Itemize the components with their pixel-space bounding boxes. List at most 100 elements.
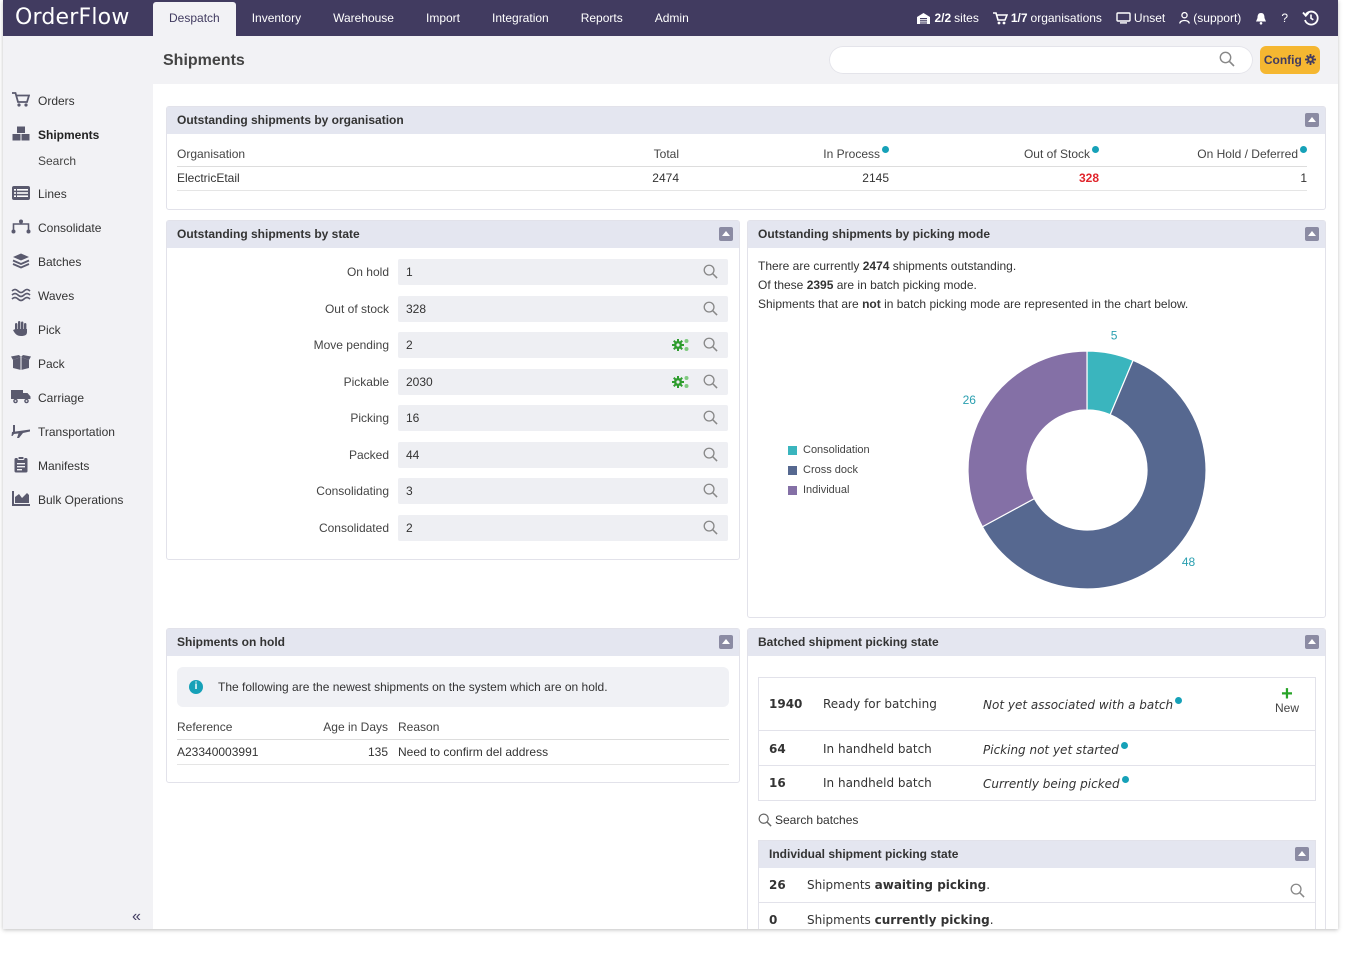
batch-row[interactable]: 64 In handheld batch Picking not yet sta…: [759, 731, 1315, 766]
state-value: 2: [406, 520, 413, 535]
org-panel: Outstanding shipments by organisation Or…: [166, 106, 1326, 210]
config-button[interactable]: Config: [1260, 46, 1320, 74]
sidebar-item-manifests[interactable]: Manifests: [11, 455, 89, 477]
sidebar-item-orders[interactable]: Orders: [11, 90, 75, 112]
sidebar-item-label: Carriage: [38, 391, 85, 405]
shipment-reference[interactable]: A23340003991: [177, 739, 297, 765]
sidebar-item-pack[interactable]: Pack: [11, 353, 65, 375]
collapse-panel-button[interactable]: [1305, 113, 1319, 127]
nav-despatch[interactable]: Despatch: [153, 2, 236, 36]
sidebar-item-batches[interactable]: Batches: [11, 251, 81, 273]
collapse-sidebar-button[interactable]: «: [132, 908, 141, 925]
notifications-button[interactable]: [1255, 12, 1267, 25]
state-label: Packed: [348, 447, 389, 462]
search-icon[interactable]: [1290, 883, 1305, 898]
batch-state: In handheld batch: [823, 742, 932, 756]
picking-batch-line: Of these 2395 are in batch picking mode.: [758, 278, 977, 292]
search-input[interactable]: [829, 46, 1253, 74]
list-icon: [11, 185, 31, 203]
app-logo[interactable]: OrderFlow: [15, 5, 130, 30]
organisations-selector[interactable]: 1/7 organisations: [992, 11, 1102, 25]
sidebar-item-carriage[interactable]: Carriage: [11, 387, 84, 409]
sidebar-item-consolidate[interactable]: Consolidate: [11, 217, 101, 239]
state-label: Out of stock: [324, 301, 389, 316]
sidebar-item-shipments[interactable]: Shipments: [11, 124, 99, 146]
batch-row[interactable]: 1940 Ready for batching Not yet associat…: [759, 678, 1315, 731]
info-icon[interactable]: [1120, 742, 1128, 749]
item-count: 0: [769, 913, 778, 927]
search-batches-link[interactable]: Search batches: [758, 813, 858, 827]
app-window: OrderFlow Despatch Inventory Warehouse I…: [3, 0, 1338, 929]
info-icon[interactable]: [1121, 776, 1129, 783]
panel-header: Outstanding shipments by organisation: [167, 107, 1325, 134]
state-row: Out of stock 328: [167, 295, 739, 323]
search-icon[interactable]: [703, 520, 718, 535]
nav-admin[interactable]: Admin: [654, 11, 689, 25]
search-icon[interactable]: [703, 374, 718, 389]
collapse-panel-button[interactable]: [1295, 847, 1309, 861]
page-title: Shipments: [163, 52, 245, 69]
gears-icon[interactable]: [672, 337, 690, 353]
sidebar-item-label: Pack: [38, 357, 65, 371]
search-icon[interactable]: [703, 301, 718, 316]
table-row[interactable]: ElectricEtail 2474 2145 328 1: [177, 166, 1307, 191]
donut-slice-individual[interactable]: [967, 350, 1088, 528]
column-header: Out of Stock: [889, 142, 1099, 167]
sidebar: Orders Shipments Search Lines Consolidat…: [3, 36, 153, 929]
legend-item[interactable]: Consolidation: [788, 444, 870, 456]
orgs-label: organisations: [1030, 11, 1102, 25]
refresh-button[interactable]: [1302, 9, 1320, 27]
nav-integration[interactable]: Integration: [492, 11, 549, 25]
sidebar-sub-search[interactable]: Search: [38, 154, 77, 168]
merge-icon: [11, 219, 31, 237]
gears-icon[interactable]: [672, 374, 690, 390]
nav-reports[interactable]: Reports: [580, 11, 623, 25]
org-out-of-stock[interactable]: 328: [889, 166, 1099, 191]
collapse-panel-button[interactable]: [719, 227, 733, 241]
nav-import[interactable]: Import: [425, 11, 460, 25]
collapse-panel-button[interactable]: [719, 635, 733, 649]
search-icon[interactable]: [703, 447, 718, 462]
info-icon[interactable]: [1300, 146, 1307, 154]
search-icon[interactable]: [703, 410, 718, 425]
collapse-panel-button[interactable]: [1305, 635, 1319, 649]
info-icon[interactable]: [882, 146, 889, 154]
sidebar-item-bulk-operations[interactable]: Bulk Operations: [11, 489, 123, 511]
sidebar-item-label: Bulk Operations: [38, 493, 124, 507]
legend-item[interactable]: Individual: [788, 484, 849, 496]
new-label: New: [1274, 701, 1299, 715]
list-item[interactable]: 26 Shipments awaiting picking.: [759, 868, 1315, 903]
search-icon[interactable]: [703, 337, 718, 352]
config-label: Config: [1263, 53, 1302, 67]
state-value-field: 2: [398, 332, 728, 358]
batch-row[interactable]: 16 In handheld batch Currently being pic…: [759, 766, 1315, 800]
legend-swatch: [788, 465, 797, 475]
sidebar-item-lines[interactable]: Lines: [11, 183, 67, 205]
search-icon[interactable]: [703, 264, 718, 279]
sidebar-item-transportation[interactable]: Transportation: [11, 421, 115, 443]
table-row[interactable]: A23340003991 135 Need to confirm del add…: [177, 739, 729, 765]
info-icon[interactable]: [1092, 146, 1099, 154]
outstanding-count: 2474: [862, 259, 890, 273]
nav-inventory[interactable]: Inventory: [251, 11, 302, 25]
donut-slice-cross-dock[interactable]: [981, 359, 1207, 590]
list-item[interactable]: 0 Shipments currently picking.: [759, 903, 1315, 929]
new-batch-button[interactable]: + New: [1274, 684, 1299, 715]
collapse-panel-button[interactable]: [1305, 227, 1319, 241]
truck-icon: [11, 389, 31, 407]
sidebar-item-label: Pick: [38, 323, 61, 337]
sidebar-item-pick[interactable]: Pick: [11, 319, 61, 341]
sites-selector[interactable]: 2/2 sites: [916, 11, 979, 25]
user-menu[interactable]: (support): [1179, 11, 1241, 25]
clipboard-icon: [11, 456, 31, 476]
legend-item[interactable]: Cross dock: [788, 464, 858, 476]
device-selector[interactable]: Unset: [1116, 11, 1165, 25]
donut-data-label: 5: [1111, 329, 1118, 343]
nav-warehouse[interactable]: Warehouse: [333, 11, 394, 25]
search-icon[interactable]: [703, 483, 718, 498]
panel-header: Shipments on hold: [167, 629, 739, 656]
legend-label: Cross dock: [803, 464, 859, 476]
sidebar-item-waves[interactable]: Waves: [11, 285, 74, 307]
help-button[interactable]: ?: [1281, 11, 1288, 25]
info-icon[interactable]: [1175, 697, 1183, 704]
